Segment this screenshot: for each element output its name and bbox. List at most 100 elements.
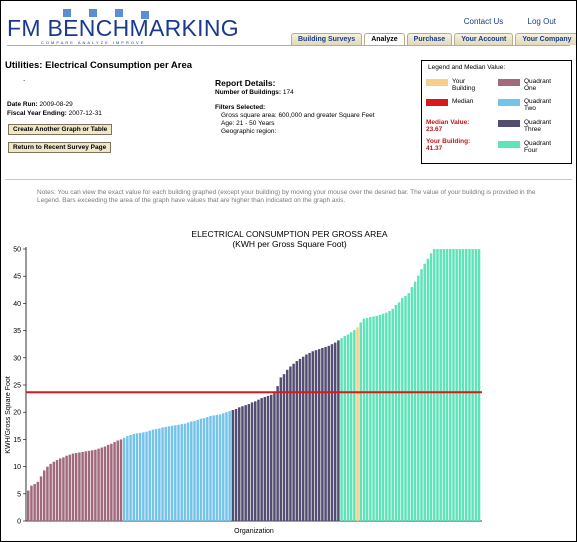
bar[interactable]	[461, 249, 465, 521]
bar[interactable]	[52, 461, 56, 521]
bar[interactable]	[27, 490, 30, 521]
bar[interactable]	[94, 449, 97, 521]
bar[interactable]	[346, 334, 350, 521]
bar[interactable]	[385, 312, 388, 521]
tab-your-account[interactable]: Your Account	[454, 33, 514, 45]
bar[interactable]	[343, 336, 347, 521]
bar[interactable]	[433, 249, 436, 521]
bar[interactable]	[170, 425, 174, 521]
bar[interactable]	[295, 361, 299, 521]
bar[interactable]	[298, 358, 302, 521]
bar[interactable]	[273, 393, 276, 521]
bar[interactable]	[190, 421, 193, 521]
bar[interactable]	[199, 418, 203, 521]
bar[interactable]	[167, 426, 171, 521]
bar[interactable]	[375, 315, 378, 521]
bar[interactable]	[442, 249, 446, 521]
bar[interactable]	[78, 452, 81, 521]
log-out-link[interactable]: Log Out	[527, 17, 556, 26]
bar[interactable]	[369, 317, 372, 521]
bar[interactable]	[145, 431, 148, 521]
bar[interactable]	[202, 418, 206, 521]
bar[interactable]	[84, 451, 88, 521]
bar[interactable]	[215, 414, 219, 521]
bar[interactable]	[353, 330, 356, 521]
bar[interactable]	[154, 429, 158, 521]
bar[interactable]	[407, 293, 410, 521]
bar[interactable]	[471, 249, 474, 521]
your-building-bar[interactable]	[356, 327, 359, 521]
bar[interactable]	[337, 340, 340, 521]
bar[interactable]	[317, 349, 321, 521]
tab-your-company[interactable]: Your Company	[515, 33, 576, 45]
bar[interactable]	[362, 318, 366, 521]
bar[interactable]	[445, 249, 449, 521]
bar[interactable]	[65, 455, 68, 521]
bar[interactable]	[365, 318, 369, 521]
bar[interactable]	[206, 417, 209, 521]
bar[interactable]	[327, 345, 331, 521]
bar[interactable]	[260, 398, 263, 521]
bar[interactable]	[452, 249, 455, 521]
bar[interactable]	[394, 305, 398, 521]
bar[interactable]	[314, 350, 318, 521]
bar[interactable]	[244, 405, 247, 521]
bar[interactable]	[177, 424, 180, 521]
bar[interactable]	[100, 447, 104, 521]
tab-analyze[interactable]: Analyze	[364, 33, 405, 45]
bar[interactable]	[164, 426, 167, 521]
bar[interactable]	[321, 348, 324, 521]
bar[interactable]	[129, 435, 132, 521]
bar[interactable]	[410, 287, 414, 521]
bar[interactable]	[135, 433, 139, 521]
bar[interactable]	[263, 396, 267, 521]
bar[interactable]	[225, 412, 228, 521]
bar[interactable]	[465, 249, 468, 521]
bar[interactable]	[113, 442, 116, 521]
bar[interactable]	[449, 249, 452, 521]
bar[interactable]	[413, 281, 417, 521]
bar[interactable]	[39, 476, 43, 521]
bar[interactable]	[193, 420, 196, 521]
bar[interactable]	[391, 308, 394, 521]
bar[interactable]	[74, 453, 78, 521]
bar[interactable]	[212, 415, 215, 521]
bar[interactable]	[119, 439, 123, 521]
bar[interactable]	[126, 436, 129, 521]
bar[interactable]	[401, 297, 404, 521]
bar[interactable]	[132, 433, 135, 521]
fm-benchmarking-logo[interactable]: FM BENCHMARKING COMPARE ANALYZE IMPROVE	[7, 9, 239, 45]
bar[interactable]	[151, 429, 155, 521]
bar[interactable]	[81, 451, 84, 521]
bar[interactable]	[186, 422, 190, 521]
bar[interactable]	[420, 269, 423, 521]
bar[interactable]	[234, 408, 238, 521]
bar[interactable]	[238, 407, 241, 521]
bar[interactable]	[196, 419, 199, 521]
bar[interactable]	[87, 450, 91, 521]
bar[interactable]	[68, 454, 72, 521]
tab-purchase[interactable]: Purchase	[406, 33, 453, 45]
bar[interactable]	[266, 395, 270, 521]
bar[interactable]	[218, 414, 222, 521]
bar[interactable]	[458, 249, 462, 521]
bar[interactable]	[254, 401, 257, 521]
bar[interactable]	[308, 352, 311, 521]
bar[interactable]	[62, 457, 65, 521]
bar[interactable]	[311, 351, 315, 521]
bar[interactable]	[116, 440, 120, 521]
bar[interactable]	[455, 249, 458, 521]
bar[interactable]	[330, 344, 334, 521]
bar[interactable]	[183, 423, 187, 521]
bar[interactable]	[122, 437, 126, 521]
bar[interactable]	[439, 249, 442, 521]
bar[interactable]	[250, 402, 254, 521]
bar[interactable]	[404, 295, 407, 521]
bar[interactable]	[292, 363, 295, 521]
bar[interactable]	[285, 369, 289, 521]
bar[interactable]	[180, 424, 183, 521]
bar[interactable]	[158, 428, 161, 521]
bar[interactable]	[397, 302, 401, 521]
bar[interactable]	[209, 416, 212, 521]
bar[interactable]	[42, 470, 46, 521]
